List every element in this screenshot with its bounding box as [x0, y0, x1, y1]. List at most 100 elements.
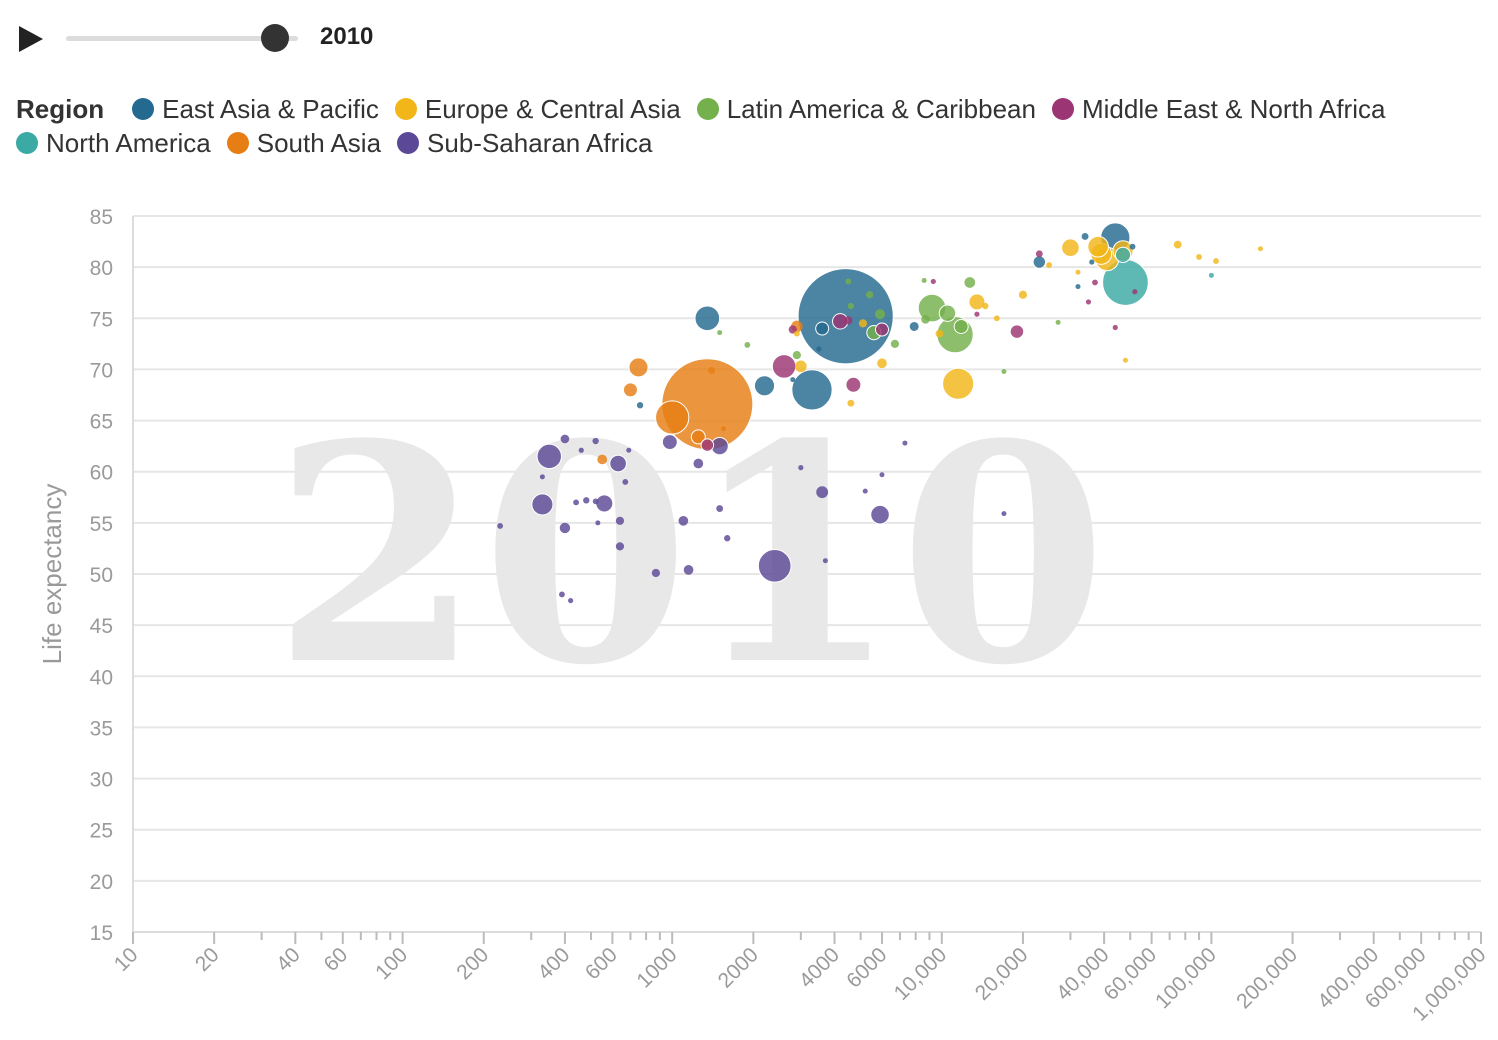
y-tick-label: 35: [90, 717, 113, 740]
bubble: [1075, 284, 1081, 290]
bubble: [1089, 259, 1095, 265]
bubble: [1196, 254, 1202, 260]
bubble: [536, 443, 562, 470]
bubble: [716, 505, 724, 512]
year-slider-track[interactable]: [66, 36, 298, 41]
bubble: [559, 522, 571, 534]
legend-swatch: [1051, 98, 1074, 120]
bubble: [626, 447, 632, 453]
bubble: [921, 314, 930, 324]
legend-item-north-america[interactable]: North America: [16, 126, 211, 160]
bubble: [1061, 238, 1080, 258]
legend-label: East Asia & Pacific: [162, 94, 379, 124]
legend-title: Region: [16, 94, 105, 124]
bubble: [1035, 250, 1043, 258]
x-tick-label: 200: [452, 943, 493, 984]
bubble: [1208, 272, 1214, 278]
bubble: [661, 434, 678, 451]
bubble: [559, 591, 565, 598]
x-tick-label: 20: [191, 943, 224, 976]
bubble-chart: 15 20 25 30 35 40 45 50 55 60 65 70 75 80 85 Life expec…: [37, 206, 1491, 1026]
play-icon[interactable]: [16, 25, 44, 53]
bubble: [622, 382, 638, 398]
bubble: [609, 454, 627, 473]
bubble: [964, 277, 976, 288]
x-tick-label: 100,000: [1151, 943, 1221, 1013]
bubble: [592, 498, 599, 505]
bubble: [1081, 233, 1089, 240]
bubble: [568, 597, 574, 604]
bubble: [683, 565, 694, 575]
bubble: [844, 316, 853, 325]
bubble: [968, 293, 986, 311]
y-tick-label: 70: [90, 359, 113, 382]
x-tick-label: 200,000: [1232, 943, 1302, 1013]
bubble: [539, 474, 545, 480]
legend-item-east-asia-pacific[interactable]: East Asia & Pacific: [132, 92, 379, 126]
playback-controls: 2010: [16, 20, 436, 56]
bubble: [845, 278, 852, 285]
x-tick-label: 2000: [714, 943, 763, 992]
x-tick-label: 10: [110, 943, 143, 976]
bubble: [1122, 357, 1128, 363]
y-tick-label: 65: [90, 411, 113, 434]
bubble: [874, 309, 886, 320]
year-slider-handle[interactable]: [261, 24, 289, 52]
bubble: [636, 402, 644, 409]
legend-row-1: Region East Asia & Pacific Europe & Cent…: [16, 92, 1436, 126]
bubble: [1132, 289, 1138, 295]
legend-swatch: [226, 132, 249, 154]
legend-item-sub-saharan-africa[interactable]: Sub-Saharan Africa: [397, 126, 653, 160]
bubble: [793, 330, 800, 337]
bubble: [865, 291, 874, 299]
bubble: [1055, 319, 1061, 325]
y-axis-label: Life expectancy: [37, 484, 67, 665]
bubble: [721, 426, 727, 432]
y-tick-label: 85: [90, 206, 113, 229]
legend-swatch: [394, 98, 417, 120]
bubble: [870, 504, 890, 525]
legend-label: Europe & Central Asia: [424, 94, 681, 124]
bubble: [798, 465, 804, 471]
legend-item-middle-east-north-africa[interactable]: Middle East & North Africa: [1051, 92, 1386, 126]
region-legend: Region East Asia & Pacific Europe & Cent…: [16, 92, 1436, 160]
bubble: [1092, 279, 1098, 286]
bubble: [1085, 299, 1092, 305]
bubble: [1032, 255, 1047, 269]
bubble: [877, 358, 887, 369]
bubble: [573, 499, 579, 506]
y-tick-label: 25: [90, 820, 113, 843]
x-tick-label: 40,000: [1052, 943, 1114, 1005]
x-tick-label: 600: [581, 943, 622, 984]
legend-swatch: [132, 98, 155, 120]
legend-item-europe-central-asia[interactable]: Europe & Central Asia: [394, 92, 681, 126]
bubble: [497, 523, 504, 529]
bubble: [615, 516, 625, 525]
y-tick-label: 40: [90, 666, 113, 689]
x-tick-label: 4000: [795, 943, 844, 992]
legend-swatch: [397, 132, 420, 154]
legend-label: Middle East & North Africa: [1081, 94, 1386, 124]
bubble: [700, 438, 715, 452]
y-tick-label: 55: [90, 513, 113, 536]
bubble: [902, 440, 908, 446]
legend-item-south-asia[interactable]: South Asia: [226, 126, 381, 160]
legend-swatch: [16, 132, 38, 154]
bubble: [622, 479, 629, 485]
x-tick-label: 40: [272, 943, 305, 976]
legend-label: Sub-Saharan Africa: [427, 128, 653, 158]
bubble: [595, 494, 614, 513]
bubble: [858, 319, 868, 328]
x-tick-label: 6000: [842, 943, 891, 992]
bubble: [1257, 246, 1263, 252]
x-tick-label: 60: [320, 943, 353, 976]
bubble: [816, 346, 822, 352]
bubble: [708, 367, 716, 374]
bubble: [982, 302, 989, 310]
y-tick-label: 45: [90, 615, 113, 638]
bubble: [930, 278, 936, 285]
bubble: [874, 322, 889, 337]
bubble: [822, 558, 828, 564]
legend-item-latin-america-caribbean[interactable]: Latin America & Caribbean: [696, 92, 1036, 126]
bubble: [1018, 290, 1028, 299]
